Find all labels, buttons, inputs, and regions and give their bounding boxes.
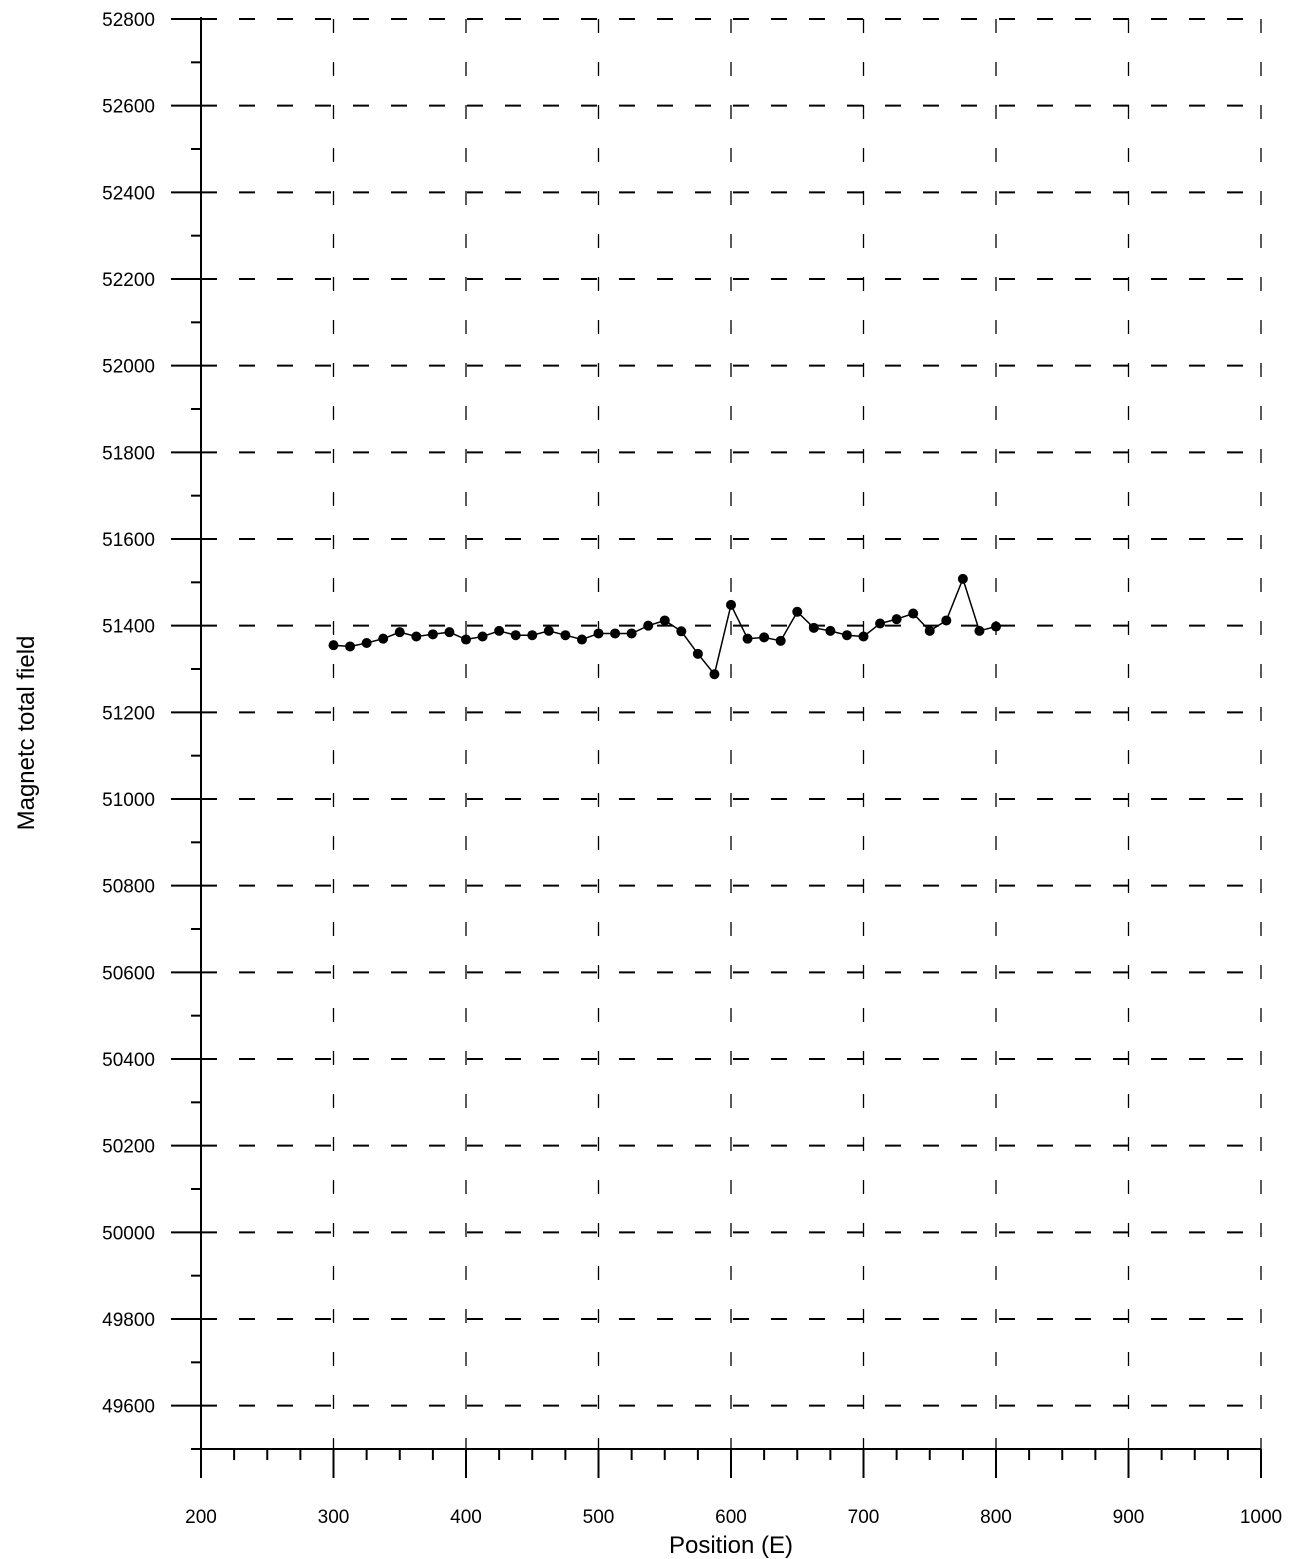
x-axis-title: Position (E) [669, 1532, 793, 1559]
data-point [808, 622, 819, 633]
data-point [394, 627, 405, 638]
tick-labels: 49600 49800 50000 50200 50400 50600 50800 51000… [102, 10, 1282, 1528]
x-tick-label: 300 [318, 1507, 350, 1528]
x-tick-label: 700 [848, 1507, 880, 1528]
data-point [974, 625, 985, 636]
y-tick-label: 50800 [102, 877, 155, 898]
data-point [378, 633, 389, 644]
data-point [643, 620, 654, 631]
y-tick-label: 52800 [102, 10, 155, 31]
data-point [527, 630, 538, 641]
grid-lines [201, 18, 1262, 1449]
data-point [593, 628, 604, 639]
data-point [610, 628, 621, 639]
y-tick-label: 49600 [102, 1397, 155, 1418]
data-point [576, 634, 587, 645]
data-point [726, 599, 736, 610]
y-tick-label: 50000 [102, 1223, 155, 1244]
x-tick-label: 600 [715, 1507, 747, 1528]
data-point [543, 625, 554, 636]
data-series [328, 573, 1001, 680]
data-point [411, 631, 422, 642]
y-tick-label: 51800 [102, 443, 155, 464]
y-tick-label: 50600 [102, 963, 155, 984]
x-tick-label: 900 [1113, 1507, 1145, 1528]
data-point [759, 632, 770, 643]
y-tick-label: 51200 [102, 703, 155, 724]
data-point [742, 633, 753, 644]
y-tick-label: 50200 [102, 1137, 155, 1158]
data-point [626, 628, 637, 639]
data-point [510, 630, 521, 641]
data-point [477, 631, 488, 642]
data-point [908, 608, 919, 619]
data-point [875, 618, 886, 629]
data-point [825, 625, 836, 636]
data-point [891, 614, 902, 625]
data-point [924, 625, 935, 636]
y-tick-label: 52600 [102, 97, 155, 118]
data-point [560, 630, 571, 641]
y-tick-label: 50400 [102, 1050, 155, 1071]
y-axis-title: Magnetc total field [13, 636, 40, 831]
y-tick-label: 52400 [102, 183, 155, 204]
data-point [328, 640, 339, 651]
data-point [941, 615, 952, 626]
data-point [841, 630, 852, 641]
y-tick-label: 51400 [102, 617, 155, 638]
data-point [709, 669, 720, 680]
data-point [494, 625, 505, 636]
data-point [792, 606, 803, 617]
y-tick-label: 51000 [102, 790, 155, 811]
x-tick-label: 200 [185, 1507, 217, 1528]
x-tick-label: 500 [583, 1507, 615, 1528]
y-tick-label: 49800 [102, 1310, 155, 1331]
x-tick-label: 800 [980, 1507, 1012, 1528]
data-point [957, 573, 968, 584]
tick-marks [171, 18, 1262, 1478]
data-point [775, 635, 786, 646]
data-point [345, 641, 356, 652]
y-tick-label: 51600 [102, 530, 155, 551]
x-tick-label: 400 [450, 1507, 482, 1528]
data-point [361, 638, 372, 648]
data-point [858, 631, 869, 642]
data-point [659, 615, 670, 626]
y-tick-label: 52200 [102, 270, 155, 291]
data-point [991, 621, 1001, 632]
data-point [692, 648, 703, 659]
data-point [444, 627, 455, 638]
data-point [676, 626, 687, 637]
x-tick-label: 1000 [1240, 1507, 1282, 1528]
data-point [461, 634, 471, 645]
data-point [427, 629, 438, 640]
y-tick-label: 52000 [102, 357, 155, 378]
